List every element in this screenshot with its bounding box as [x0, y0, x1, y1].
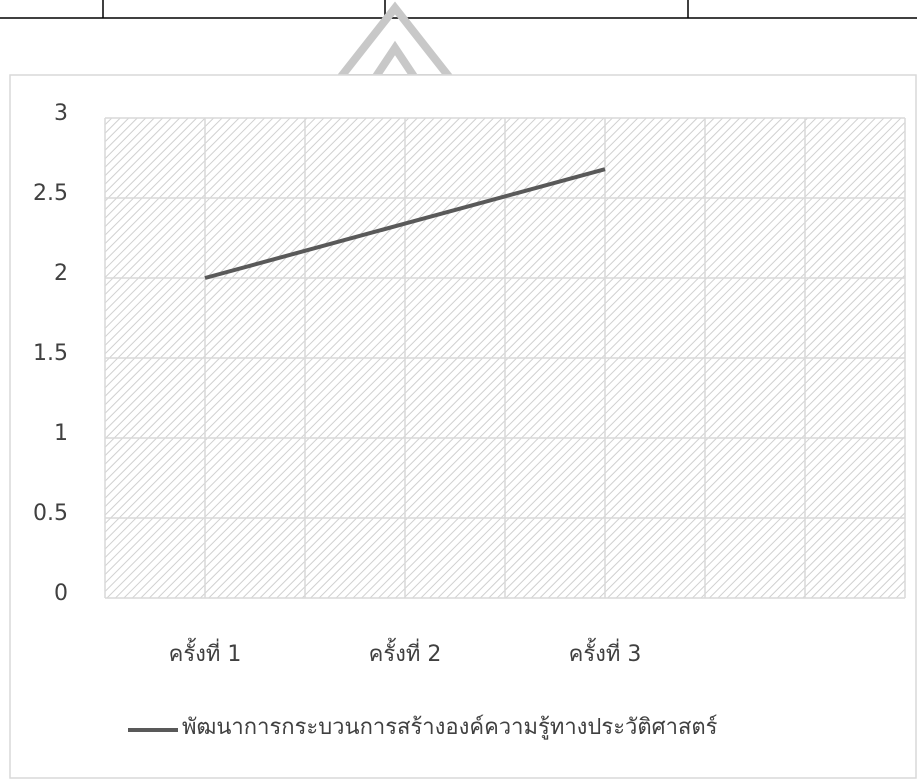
y-tick-label: 0.5: [33, 501, 68, 526]
x-tick-label: ครั้งที่ 2: [369, 638, 442, 667]
y-tick-label: 0: [54, 581, 68, 606]
y-tick-label: 1: [54, 421, 68, 446]
y-tick-label: 2: [54, 261, 68, 286]
y-tick-label: 1.5: [33, 341, 68, 366]
y-tick-label: 3: [54, 101, 68, 126]
table-border: [0, 0, 917, 19]
x-tick-label: ครั้งที่ 3: [569, 638, 642, 667]
x-tick-label: ครั้งที่ 1: [169, 638, 242, 667]
y-tick-label: 2.5: [33, 181, 68, 206]
legend-label: พัฒนาการกระบวนการสร้างองค์ความรู้ทางประว…: [182, 715, 718, 740]
line-series: [204, 167, 606, 280]
